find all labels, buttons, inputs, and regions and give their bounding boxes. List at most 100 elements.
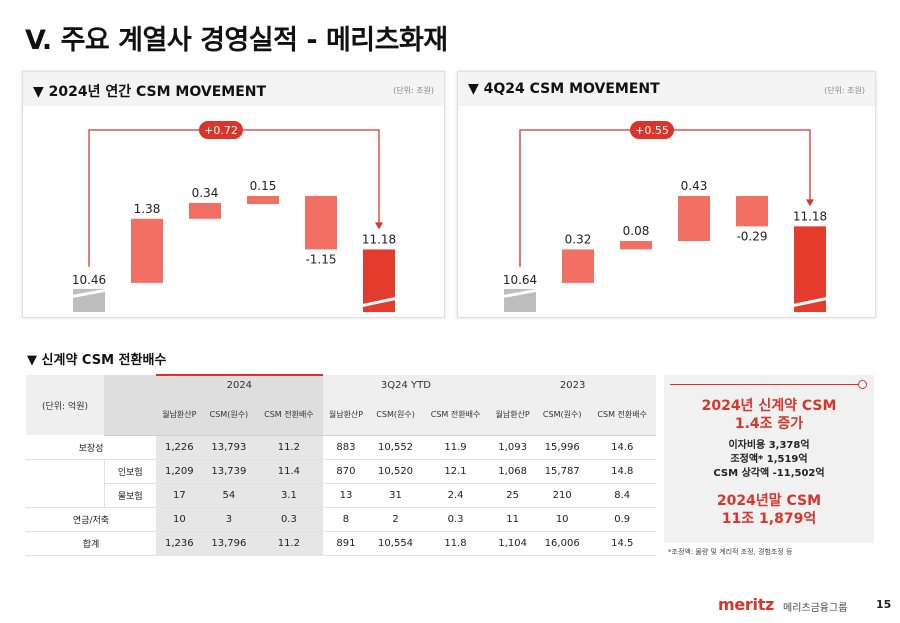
table-row-label: 합계 [26, 531, 156, 556]
summary-total-value: 11조 1,879억 [721, 511, 817, 527]
table-group-header: 2023 [489, 375, 656, 395]
waterfall-bar [736, 196, 768, 227]
table-header-row: (단위: 억원) 2024 3Q24 YTD 2023 [26, 374, 656, 435]
axis-break-icon [500, 288, 540, 299]
summary-headline-value: 1.4조 증가 [734, 416, 804, 432]
table-cell: 12.1 [421, 459, 490, 484]
table-row: 인보험 1,209 13,739 11.4 870 10,520 12.1 1,… [26, 459, 656, 484]
table-cell: 54 [202, 483, 256, 508]
table-cell: 2 [369, 507, 422, 532]
table-col-header: CSM(원수) [369, 395, 422, 436]
table-cell: 14.6 [588, 435, 656, 460]
table-section-title: ▼ 신계약 CSM 전환배수 [27, 353, 167, 368]
chart-unit-annual: (단위: 조원) [393, 86, 434, 95]
summary-detail: 조정액* 1,519억 [730, 454, 808, 465]
table-col-header: CSM 전환배수 [588, 395, 656, 436]
table-row-label: 연금/저축 [26, 507, 156, 532]
arrow-down-icon [806, 199, 814, 207]
chart-title-annual: ▼ 2024년 연간 CSM MOVEMENT [33, 84, 267, 100]
table-row: 물보험 17 54 3.1 13 31 2.4 25 210 8.4 [26, 483, 656, 508]
table-cell: 8.4 [588, 483, 656, 508]
data-label: 0.32 [565, 232, 592, 246]
table-cell: 11.2 [255, 531, 323, 556]
table-cell: 15,996 [535, 435, 589, 460]
chart-unit-quarter: (단위: 조원) [824, 86, 865, 95]
page-title: V. 주요 계열사 경영실적 - 메리츠화재 [25, 25, 448, 56]
table-cell: 210 [535, 483, 589, 508]
table-cell: 0.3 [255, 507, 323, 532]
table-cell: 11.9 [421, 435, 490, 460]
table-col-header: 월납환산P [156, 395, 203, 436]
table-cell: 1,093 [489, 435, 536, 460]
table-col-header: CSM 전환배수 [255, 395, 323, 436]
data-label: 0.43 [681, 179, 708, 193]
summary-box: 2024년 신계약 CSM 1.4조 증가 이자비용 3,378억 조정액* 1… [664, 375, 874, 543]
data-label: -0.29 [736, 229, 767, 243]
brand-logo: meritz [718, 595, 775, 614]
page-number: 15 [876, 598, 892, 611]
table-cell: 1,209 [156, 459, 203, 484]
table-row: 연금/저축 10 3 0.3 8 2 0.3 11 10 0.9 [26, 507, 656, 532]
table-cell: 10,554 [369, 531, 422, 556]
axis-break-icon [69, 288, 109, 299]
table-cell: 10,520 [369, 459, 422, 484]
footnote: *조정액: 물량 및 계리적 조정, 경험조정 등 [668, 548, 793, 556]
table-cell: 11.8 [421, 531, 490, 556]
table-cell: 10 [156, 507, 203, 532]
table-cell: 3.1 [255, 483, 323, 508]
table-subheader-row: 월납환산P CSM(원수) CSM 전환배수 월납환산P CSM(원수) CSM… [26, 395, 656, 436]
waterfall-bar [189, 202, 221, 219]
table-group-header: 3Q24 YTD [322, 375, 490, 395]
table-cell: 1,104 [489, 531, 536, 556]
change-badge-label: +0.55 [635, 124, 669, 137]
table-cell: 8 [322, 507, 370, 532]
table-cell: 31 [369, 483, 422, 508]
axis-break-icon [359, 296, 399, 308]
table-cell: 11.4 [255, 459, 323, 484]
data-label: 11.18 [362, 232, 396, 246]
waterfall-bar [131, 218, 163, 283]
table-cell: 13 [322, 483, 370, 508]
waterfall-bar [620, 241, 652, 250]
table-cell: 1,068 [489, 459, 536, 484]
data-label: 11.18 [793, 209, 827, 223]
table-col-header: 월납환산P [322, 395, 370, 436]
data-label: 1.38 [134, 202, 161, 216]
data-label: -1.15 [305, 252, 336, 266]
table-unit-label: (단위: 억원) [26, 375, 104, 435]
table-cell: 11 [489, 507, 536, 532]
summary-detail: 이자비용 3,378억 [728, 440, 810, 451]
chart-title-quarter: ▼ 4Q24 CSM MOVEMENT [468, 81, 660, 97]
summary-total-label: 2024년말 CSM [716, 493, 822, 509]
summary-headline: 2024년 신계약 CSM [701, 398, 837, 414]
table-cell: 0.9 [588, 507, 656, 532]
summary-detail: CSM 상각액 -11,502억 [713, 468, 825, 479]
table-cell: 16,006 [535, 531, 589, 556]
table-row: 합계 1,236 13,796 11.2 891 10,554 11.8 1,1… [26, 531, 656, 556]
table-row-label: 인보험 [103, 459, 156, 484]
table-cell: 891 [322, 531, 370, 556]
chart-panel-annual: ▼ 2024년 연간 CSM MOVEMENT (단위: 조원) 10.46 1.… [22, 71, 445, 318]
summary-divider [670, 384, 862, 385]
data-label: 0.34 [192, 186, 219, 200]
table-cell: 17 [156, 483, 203, 508]
table-cell: 14.5 [588, 531, 656, 556]
change-badge-label: +0.72 [204, 124, 238, 137]
table-cell: 10,552 [369, 435, 422, 460]
waterfall-bar [678, 196, 710, 242]
table-cell: 10 [535, 507, 589, 532]
data-label: 0.15 [250, 179, 277, 193]
table-cell: 13,796 [202, 531, 256, 556]
data-label: 0.08 [623, 224, 650, 238]
arrow-down-icon [375, 222, 383, 230]
change-badge [199, 121, 243, 139]
csm-conversion-table: (단위: 억원) 2024 3Q24 YTD 2023 월납환산P CSM(원수… [26, 374, 656, 556]
summary-dot-icon [858, 380, 867, 389]
axis-break-icon [790, 296, 830, 308]
chart-panel-quarter: ▼ 4Q24 CSM MOVEMENT (단위: 조원) 10.64 0.32 0.… [457, 71, 876, 318]
table-col-header: 월납환산P [489, 395, 536, 436]
table-cell: 3 [202, 507, 256, 532]
table-cell: 13,739 [202, 459, 256, 484]
table-cell: 25 [489, 483, 536, 508]
